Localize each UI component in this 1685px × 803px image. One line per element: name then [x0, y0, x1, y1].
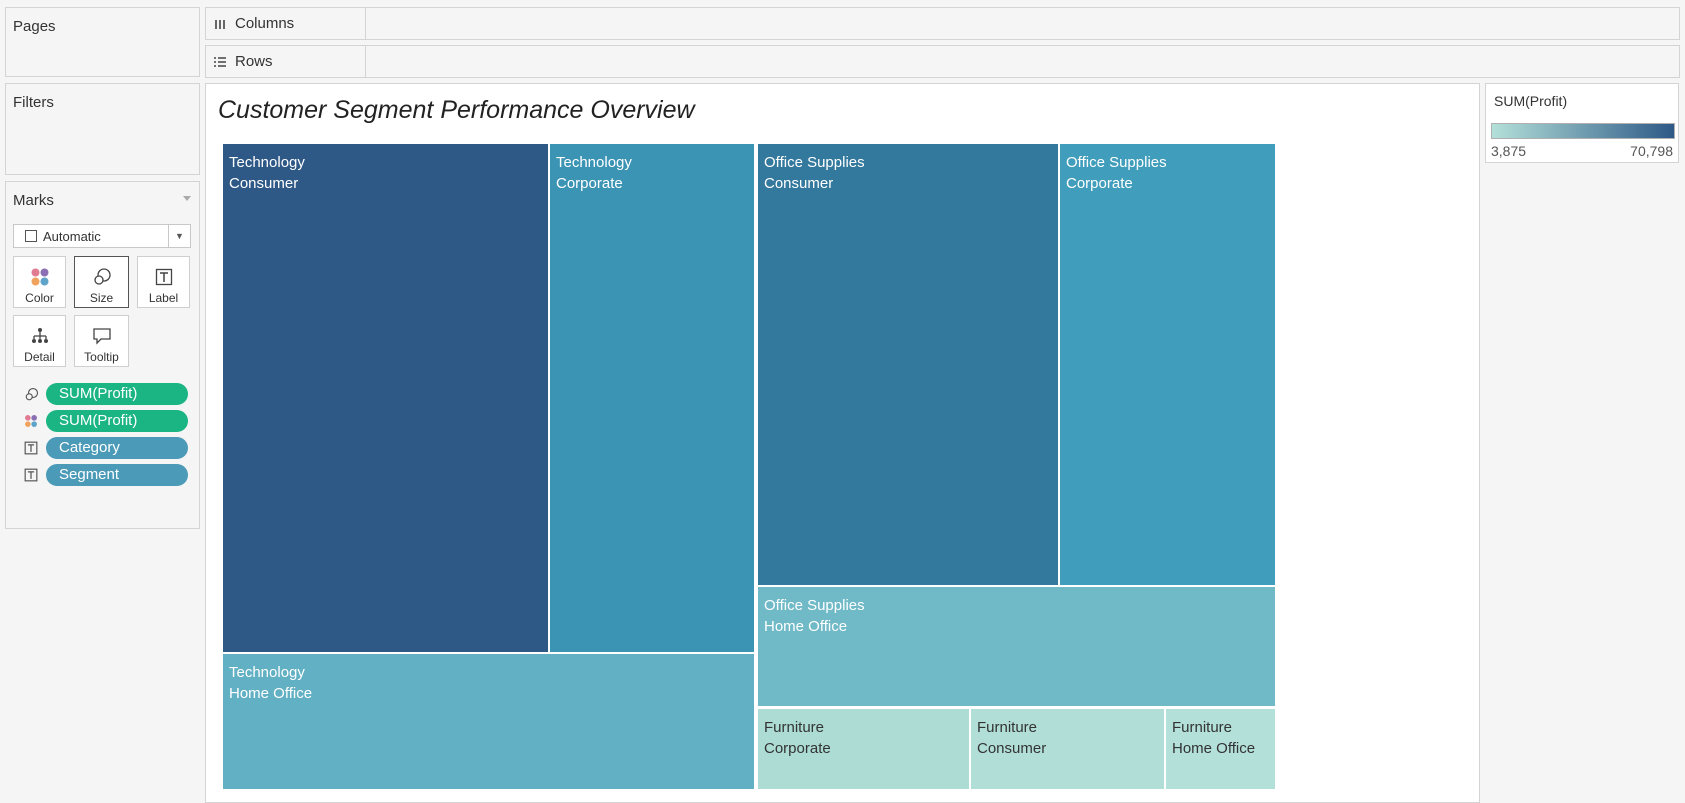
color-label: Color — [25, 291, 54, 305]
treemap-tile[interactable]: Office Supplies Home Office — [758, 587, 1277, 708]
columns-shelf-label: Columns — [206, 8, 366, 39]
mark-type-value: Automatic — [43, 228, 101, 244]
treemap-tile[interactable]: Office Supplies Corporate — [1060, 144, 1277, 587]
detail-tree-icon — [14, 323, 65, 349]
text-label-icon — [22, 466, 40, 484]
treemap-tile[interactable]: Technology Corporate — [550, 144, 756, 654]
columns-icon — [215, 19, 225, 29]
treemap-tile[interactable]: Furniture Consumer — [971, 709, 1166, 791]
treemap-tile[interactable]: Technology Home Office — [223, 654, 756, 791]
columns-shelf[interactable]: Columns — [205, 7, 1680, 40]
pill-row-segment: Segment — [22, 464, 188, 486]
rows-label: Rows — [235, 53, 273, 70]
treemap-tile[interactable]: Furniture Corporate — [758, 709, 971, 791]
color-dots-icon — [22, 412, 40, 430]
view-canvas[interactable]: Customer Segment Performance Overview Te… — [205, 83, 1480, 803]
view-title: Customer Segment Performance Overview — [218, 96, 695, 124]
treemap-tile[interactable]: Furniture Home Office — [1166, 709, 1277, 791]
filters-panel[interactable]: Filters — [5, 83, 200, 175]
tile-category-label: Office Supplies — [764, 154, 865, 171]
legend-title: SUM(Profit) — [1494, 93, 1568, 109]
color-button[interactable]: Color — [13, 256, 66, 308]
size-label: Size — [89, 291, 114, 305]
tile-segment-label: Corporate — [1066, 175, 1133, 192]
tile-segment-label: Consumer — [764, 175, 834, 192]
pill-category[interactable]: Category — [46, 437, 188, 459]
pages-title: Pages — [13, 18, 56, 35]
label-label: Label — [148, 291, 179, 305]
pill-segment[interactable]: Segment — [46, 464, 188, 486]
tile-segment-label: Corporate — [764, 740, 831, 757]
pill-row-category: Category — [22, 437, 188, 459]
tile-category-label: Furniture — [1172, 719, 1233, 736]
tile-category-label: Technology — [229, 154, 305, 171]
tile-category-label: Furniture — [977, 719, 1038, 736]
tile-category-label: Technology — [229, 664, 305, 681]
rows-icon — [214, 56, 226, 67]
size-circles-icon — [22, 385, 40, 403]
color-dots-icon — [14, 264, 65, 290]
tile-category-label: Office Supplies — [764, 597, 865, 614]
square-mark-icon — [25, 230, 37, 242]
columns-label: Columns — [235, 15, 295, 32]
tile-segment-label: Home Office — [1172, 740, 1256, 757]
treemap-tile[interactable]: Technology Consumer — [223, 144, 550, 654]
size-circles-icon — [75, 264, 128, 290]
tile-segment-label: Consumer — [229, 175, 299, 192]
tile-segment-label: Corporate — [556, 175, 623, 192]
marks-card: Marks Automatic ▼ Color Size Label Detai… — [5, 181, 200, 529]
pill-row-color: SUM(Profit) — [22, 410, 188, 432]
tooltip-label: Tooltip — [84, 350, 119, 364]
label-button[interactable]: Label — [137, 256, 190, 308]
legend-min-value: 3,875 — [1491, 143, 1527, 159]
mark-type-dropdown[interactable]: Automatic ▼ — [13, 224, 191, 248]
size-button[interactable]: Size — [74, 256, 129, 308]
pill-row-size: SUM(Profit) — [22, 383, 188, 405]
marks-collapse-icon[interactable] — [183, 196, 191, 201]
legend-color-ramp — [1491, 123, 1675, 139]
detail-label: Detail — [24, 350, 55, 364]
rows-shelf[interactable]: Rows — [205, 45, 1680, 78]
pill-sum-profit-color[interactable]: SUM(Profit) — [46, 410, 188, 432]
tile-segment-label: Consumer — [977, 740, 1047, 757]
rows-shelf-label: Rows — [206, 46, 366, 77]
tile-segment-label: Home Office — [764, 618, 848, 635]
pill-sum-profit-size[interactable]: SUM(Profit) — [46, 383, 188, 405]
color-legend[interactable]: SUM(Profit) 3,875 70,798 — [1485, 83, 1679, 163]
tile-category-label: Office Supplies — [1066, 154, 1167, 171]
text-label-icon — [22, 439, 40, 457]
tile-category-label: Technology — [556, 154, 632, 171]
tile-category-label: Furniture — [764, 719, 825, 736]
treemap-tile[interactable]: Office Supplies Consumer — [758, 144, 1060, 587]
tile-segment-label: Home Office — [229, 685, 313, 702]
detail-button[interactable]: Detail — [13, 315, 66, 367]
tooltip-button[interactable]: Tooltip — [74, 315, 129, 367]
chevron-down-icon[interactable]: ▼ — [168, 225, 190, 247]
pages-panel[interactable]: Pages — [5, 7, 200, 77]
speech-bubble-icon — [75, 323, 128, 349]
marks-title: Marks — [13, 192, 54, 209]
legend-max-value: 70,798 — [1630, 143, 1673, 159]
text-label-icon — [138, 264, 189, 290]
filters-title: Filters — [13, 94, 54, 111]
